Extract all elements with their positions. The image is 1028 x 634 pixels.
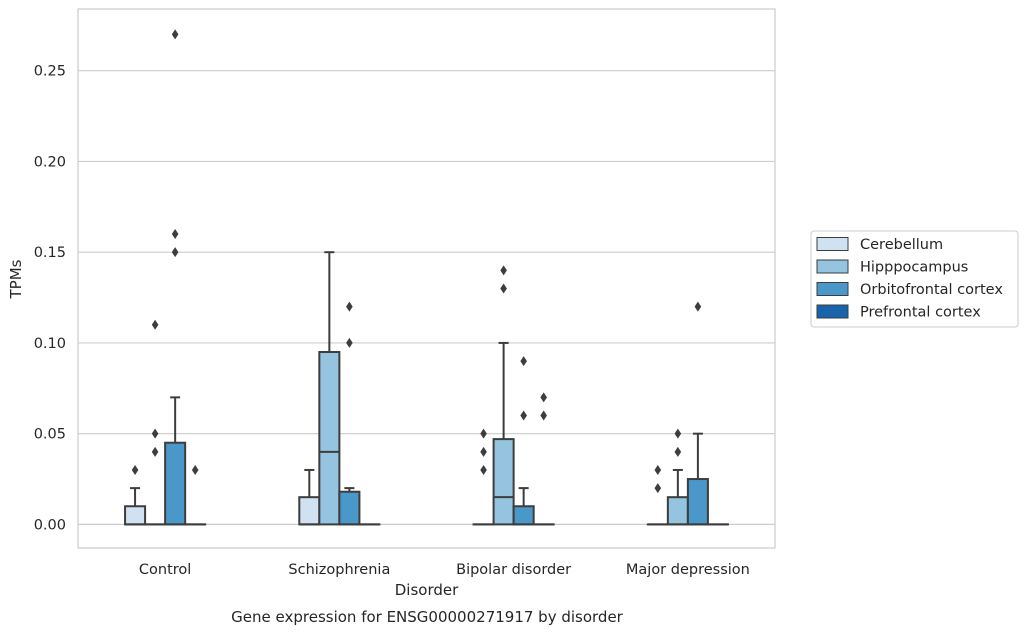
x-axis-label: Disorder (395, 581, 459, 599)
legend-swatch (816, 237, 849, 251)
outlier-point (520, 356, 527, 367)
y-axis-label: TPMs (7, 259, 25, 299)
box-group (532, 392, 555, 526)
boxes (124, 29, 729, 526)
box-iqr (512, 505, 535, 526)
legend: Cerebellum Hipppocampus Orbitofrontal cort… (810, 230, 1019, 328)
box-iqr (686, 478, 709, 526)
legend-entry: Hipppocampus (860, 260, 968, 276)
outlier-point (151, 446, 159, 457)
outlier-point (694, 301, 702, 312)
legend-entry: Cerebellum (860, 237, 943, 253)
y-tick-label: 0.25 (34, 64, 66, 80)
y-tick-label: 0.20 (34, 154, 66, 170)
box-iqr (666, 496, 689, 526)
box-iqr (338, 490, 361, 526)
box-iqr (318, 351, 341, 526)
box-group (124, 464, 147, 526)
box-group (298, 468, 321, 526)
x-tick-label: Control (139, 562, 191, 578)
box-group (512, 356, 535, 526)
legend-entry: Orbitofrontal cortex (860, 282, 1003, 298)
legend-entry: Prefrontal cortex (860, 305, 981, 321)
box-iqr (124, 505, 147, 526)
y-tick-label: 0.05 (34, 427, 66, 443)
box-group (318, 251, 341, 526)
outlier-point (480, 464, 487, 475)
y-tick-label: 0.00 (34, 517, 66, 533)
box-iqr (298, 496, 321, 526)
outlier-point (151, 428, 159, 439)
outlier-point (171, 229, 179, 240)
outlier-point (540, 392, 547, 403)
chart-caption: Gene expression for ENSG00000271917 by d… (231, 608, 624, 626)
outlier-point (500, 283, 507, 294)
outlier-point (171, 247, 179, 258)
box-iqr (492, 438, 515, 526)
y-tick-label: 0.15 (34, 245, 66, 261)
box-group (472, 428, 495, 526)
box-group (338, 301, 361, 526)
outlier-point (131, 464, 139, 475)
outlier-point (674, 446, 682, 457)
box-group (184, 464, 207, 526)
outlier-point (654, 464, 662, 475)
legend-swatch (816, 282, 849, 296)
outlier-point (346, 301, 353, 312)
outlier-point (480, 446, 487, 457)
box-group (144, 319, 167, 526)
outlier-point (654, 483, 662, 494)
outlier-point (191, 464, 199, 475)
x-tick-label: Major depression (626, 562, 750, 578)
y-tick-labels: 0.00 0.05 0.10 0.15 0.20 0.25 (34, 64, 66, 534)
box-group (686, 301, 709, 526)
box-group (646, 464, 669, 526)
outlier-point (480, 428, 487, 439)
outlier-point (500, 265, 507, 276)
legend-swatch (816, 304, 849, 319)
x-tick-label: Schizophrenia (288, 562, 390, 578)
outlier-point (151, 319, 159, 330)
outlier-point (520, 410, 527, 421)
legend-swatch (816, 259, 849, 274)
outlier-point (540, 410, 547, 421)
box-iqr (164, 441, 187, 526)
x-tick-label: Bipolar disorder (456, 562, 571, 578)
plot-frame (77, 8, 776, 549)
box-group (164, 29, 187, 526)
y-tick-label: 0.10 (34, 336, 66, 352)
outlier-point (674, 428, 682, 439)
outlier-point (171, 29, 179, 40)
legend-frame (810, 230, 1019, 328)
box-group (666, 428, 689, 526)
outlier-point (346, 337, 353, 348)
box-group (492, 265, 515, 526)
x-tick-labels: Control Schizophrenia Bipolar disorder Majo… (139, 562, 750, 578)
